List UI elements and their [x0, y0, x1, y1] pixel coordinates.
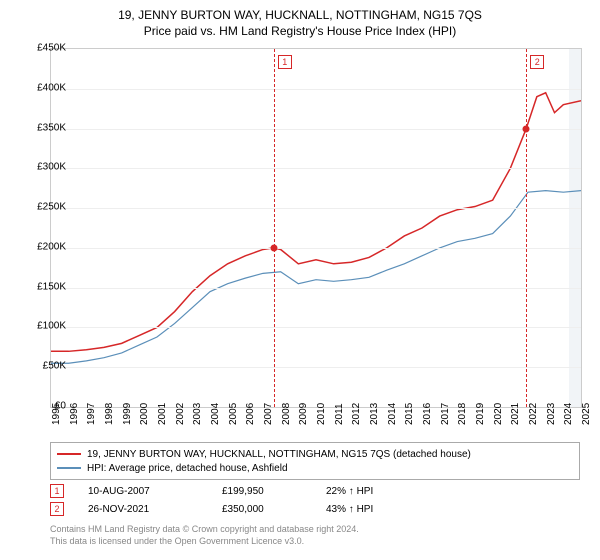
- marker-dot-2: [523, 125, 530, 132]
- x-tick-label: 2023: [546, 403, 557, 425]
- y-tick-label: £450K: [22, 43, 66, 54]
- legend-swatch-price: [57, 453, 81, 455]
- series-line-hpi: [51, 191, 581, 364]
- x-tick-label: 2001: [157, 403, 168, 425]
- legend-box: 19, JENNY BURTON WAY, HUCKNALL, NOTTINGH…: [50, 442, 580, 480]
- event-marker-2: 2: [50, 502, 64, 516]
- event-date-1: 10-AUG-2007: [88, 486, 198, 497]
- legend-label-price: 19, JENNY BURTON WAY, HUCKNALL, NOTTINGH…: [87, 449, 471, 460]
- chart-lines: [51, 49, 581, 407]
- legend-swatch-hpi: [57, 467, 81, 469]
- marker-vline-1: [274, 49, 275, 407]
- y-tick-label: £0: [22, 401, 66, 412]
- x-tick-label: 2016: [422, 403, 433, 425]
- chart-title-subtitle: Price paid vs. HM Land Registry's House …: [0, 24, 600, 38]
- y-tick-label: £400K: [22, 82, 66, 93]
- y-tick-label: £50K: [22, 361, 66, 372]
- x-tick-label: 1999: [122, 403, 133, 425]
- x-tick-label: 1998: [104, 403, 115, 425]
- x-tick-label: 1997: [86, 403, 97, 425]
- x-tick-label: 2005: [228, 403, 239, 425]
- x-tick-label: 2009: [298, 403, 309, 425]
- event-hpi-2: 43% ↑ HPI: [326, 504, 426, 515]
- x-tick-label: 2018: [457, 403, 468, 425]
- y-tick-label: £350K: [22, 122, 66, 133]
- events-table: 1 10-AUG-2007 £199,950 22% ↑ HPI 2 26-NO…: [50, 482, 426, 518]
- container: 19, JENNY BURTON WAY, HUCKNALL, NOTTINGH…: [0, 0, 600, 560]
- series-line-price_paid: [51, 93, 581, 352]
- x-tick-label: 1996: [69, 403, 80, 425]
- y-tick-label: £150K: [22, 281, 66, 292]
- event-row-1: 1 10-AUG-2007 £199,950 22% ↑ HPI: [50, 482, 426, 500]
- x-tick-label: 2002: [175, 403, 186, 425]
- footer-attribution: Contains HM Land Registry data © Crown c…: [50, 524, 359, 547]
- marker-box-2: 2: [530, 55, 544, 69]
- chart-title-address: 19, JENNY BURTON WAY, HUCKNALL, NOTTINGH…: [0, 8, 600, 22]
- x-tick-label: 2006: [245, 403, 256, 425]
- x-tick-label: 2015: [404, 403, 415, 425]
- event-hpi-1: 22% ↑ HPI: [326, 486, 426, 497]
- legend-row-price: 19, JENNY BURTON WAY, HUCKNALL, NOTTINGH…: [57, 447, 573, 461]
- x-tick-label: 2000: [139, 403, 150, 425]
- title-block: 19, JENNY BURTON WAY, HUCKNALL, NOTTINGH…: [0, 0, 600, 38]
- x-tick-label: 2012: [351, 403, 362, 425]
- x-tick-label: 2022: [528, 403, 539, 425]
- y-tick-label: £250K: [22, 202, 66, 213]
- event-price-2: £350,000: [222, 504, 302, 515]
- marker-box-1: 1: [278, 55, 292, 69]
- x-tick-label: 2004: [210, 403, 221, 425]
- event-marker-1: 1: [50, 484, 64, 498]
- x-tick-label: 2019: [475, 403, 486, 425]
- marker-vline-2: [526, 49, 527, 407]
- y-tick-label: £200K: [22, 241, 66, 252]
- event-price-1: £199,950: [222, 486, 302, 497]
- event-row-2: 2 26-NOV-2021 £350,000 43% ↑ HPI: [50, 500, 426, 518]
- x-tick-label: 2011: [334, 403, 345, 425]
- event-date-2: 26-NOV-2021: [88, 504, 198, 515]
- x-tick-label: 2010: [316, 403, 327, 425]
- marker-dot-1: [270, 244, 277, 251]
- x-tick-label: 2024: [563, 403, 574, 425]
- x-tick-label: 2003: [192, 403, 203, 425]
- y-tick-label: £100K: [22, 321, 66, 332]
- x-tick-label: 2020: [493, 403, 504, 425]
- x-tick-label: 2008: [281, 403, 292, 425]
- footer-line-2: This data is licensed under the Open Gov…: [50, 536, 359, 548]
- footer-line-1: Contains HM Land Registry data © Crown c…: [50, 524, 359, 536]
- x-tick-label: 2007: [263, 403, 274, 425]
- x-tick-label: 2017: [440, 403, 451, 425]
- x-tick-label: 2021: [510, 403, 521, 425]
- legend-row-hpi: HPI: Average price, detached house, Ashf…: [57, 461, 573, 475]
- x-tick-label: 2014: [387, 403, 398, 425]
- legend-label-hpi: HPI: Average price, detached house, Ashf…: [87, 463, 288, 474]
- x-tick-label: 2025: [581, 403, 592, 425]
- x-tick-label: 2013: [369, 403, 380, 425]
- chart-area: 1995199619971998199920002001200220032004…: [50, 48, 582, 408]
- y-tick-label: £300K: [22, 162, 66, 173]
